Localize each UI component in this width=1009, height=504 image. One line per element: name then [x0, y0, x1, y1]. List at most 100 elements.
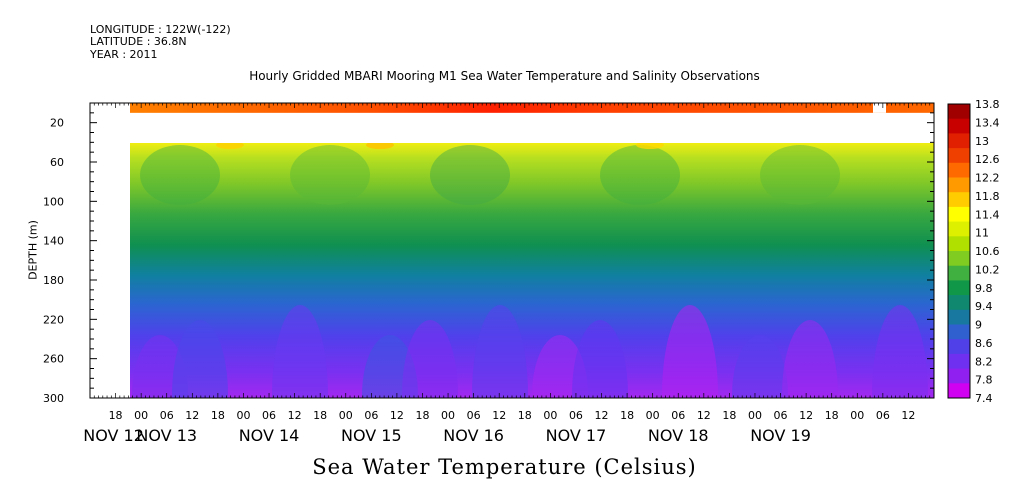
- latitude-label: LATITUDE : 36.8N: [90, 35, 187, 48]
- colorbar-label: 13.8: [975, 98, 1000, 111]
- surface-data-gap: [873, 103, 886, 113]
- x-hour-label: 06: [569, 409, 583, 422]
- colorbar-label: 13: [975, 135, 989, 148]
- x-hour-label: 06: [876, 409, 890, 422]
- y-tick-label: 220: [43, 313, 64, 326]
- colorbar-label: 9.4: [975, 300, 993, 313]
- colorbar-label: 11.4: [975, 208, 1000, 221]
- x-day-label: NOV 19: [750, 426, 811, 445]
- colorbar-frame: [947, 103, 971, 399]
- x-hour-label: 18: [620, 409, 634, 422]
- colorbar-label: 9.8: [975, 282, 993, 295]
- cold-water-pulse: [572, 320, 628, 398]
- x-day-label: NOV 16: [443, 426, 504, 445]
- warm-spot: [636, 143, 664, 149]
- x-hour-label: 06: [671, 409, 685, 422]
- colorbar-label: 8.6: [975, 337, 993, 350]
- x-day-label: NOV 15: [341, 426, 402, 445]
- colorbar-swatch: [948, 192, 970, 208]
- warm-spot: [366, 143, 394, 149]
- x-hour-label: 12: [390, 409, 404, 422]
- colorbar-swatch: [948, 353, 970, 370]
- x-hour-label: 12: [288, 409, 302, 422]
- x-hour-label: 18: [313, 409, 327, 422]
- colorbar-swatch: [948, 368, 970, 384]
- colorbar-label: 9: [975, 319, 982, 332]
- x-hour-label: 12: [492, 409, 506, 422]
- chart-title: Hourly Gridded MBARI Mooring M1 Sea Wate…: [249, 69, 760, 83]
- x-hour-label: 12: [595, 409, 609, 422]
- colorbar-swatch: [948, 265, 970, 281]
- colorbar-swatch: [948, 118, 970, 134]
- y-tick-label: 60: [50, 156, 64, 169]
- x-hour-label: 00: [850, 409, 864, 422]
- colorbar-swatch: [948, 383, 970, 399]
- x-hour-label: 06: [262, 409, 276, 422]
- colorbar-swatch: [948, 133, 970, 149]
- warm-water-pulse: [290, 145, 370, 205]
- cold-water-pulse: [272, 305, 328, 398]
- colorbar-swatch: [948, 104, 970, 120]
- warm-water-pulse: [430, 145, 510, 205]
- colorbar-label: 13.4: [975, 116, 1000, 129]
- colorbar-label: 12.6: [975, 153, 1000, 166]
- longitude-label: LONGITUDE : 122W(-122): [90, 23, 231, 36]
- x-day-label: NOV 12: [83, 426, 144, 445]
- y-tick-label: 300: [43, 392, 64, 405]
- colorbar-swatch: [948, 148, 970, 164]
- x-hour-label: 00: [339, 409, 353, 422]
- x-axis-label: Sea Water Temperature (Celsius): [312, 455, 697, 479]
- x-hour-label: 00: [441, 409, 455, 422]
- x-hour-label: 00: [236, 409, 250, 422]
- colorbar-swatch: [948, 295, 970, 311]
- cold-water-pulse: [732, 335, 788, 398]
- colorbar-label: 7.4: [975, 392, 993, 405]
- x-hour-label: 18: [825, 409, 839, 422]
- x-day-label: NOV 14: [239, 426, 300, 445]
- colorbar-label: 7.8: [975, 374, 993, 387]
- colorbar-label: 10.2: [975, 263, 1000, 276]
- cold-water-pulse: [662, 305, 718, 398]
- x-hour-label: 06: [774, 409, 788, 422]
- x-hour-label: 18: [109, 409, 123, 422]
- cold-water-pulse: [872, 305, 928, 398]
- colorbar-swatch: [948, 206, 970, 223]
- x-hour-label: 18: [518, 409, 532, 422]
- x-hour-label: 06: [364, 409, 378, 422]
- colorbar-label: 11.8: [975, 190, 1000, 203]
- x-hour-label: 12: [901, 409, 915, 422]
- x-hour-label: 00: [646, 409, 660, 422]
- x-day-label: NOV 13: [136, 426, 197, 445]
- x-hour-label: 00: [748, 409, 762, 422]
- surface-temperature-band: [130, 103, 934, 113]
- x-hour-label: 18: [415, 409, 429, 422]
- x-hour-label: 12: [799, 409, 813, 422]
- cold-water-pulse: [172, 320, 228, 398]
- colorbar-swatch: [948, 251, 970, 267]
- colorbar-swatch: [948, 221, 970, 237]
- x-hour-label: 00: [134, 409, 148, 422]
- y-tick-label: 140: [43, 235, 64, 248]
- x-hour-label: 12: [697, 409, 711, 422]
- colorbar-swatch: [948, 339, 970, 355]
- x-day-label: NOV 18: [648, 426, 709, 445]
- x-hour-label: 18: [211, 409, 225, 422]
- x-hour-label: 06: [160, 409, 174, 422]
- y-tick-label: 260: [43, 353, 64, 366]
- colorbar-swatch: [948, 280, 970, 296]
- year-label: YEAR : 2011: [90, 48, 158, 61]
- y-tick-label: 20: [50, 117, 64, 130]
- colorbar-swatch: [948, 162, 970, 178]
- colorbar-swatch: [948, 236, 970, 252]
- colorbar-swatch: [948, 309, 970, 325]
- warm-spot: [216, 143, 244, 149]
- warm-water-pulse: [760, 145, 840, 205]
- x-day-label: NOV 17: [546, 426, 607, 445]
- deep-temperature-field: [130, 143, 934, 398]
- colorbar-swatch: [948, 177, 970, 193]
- x-hour-label: 00: [543, 409, 557, 422]
- cold-water-pulse: [402, 320, 458, 398]
- colorbar-swatch: [948, 324, 970, 340]
- cold-water-pulse: [782, 320, 838, 398]
